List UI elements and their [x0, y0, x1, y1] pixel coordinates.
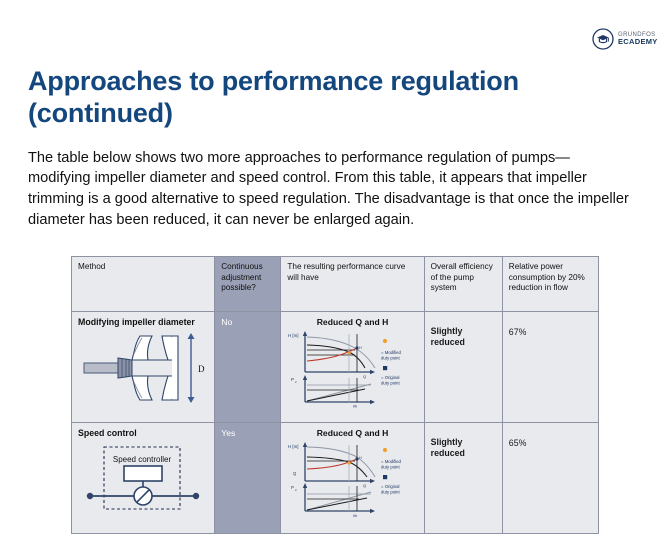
- table-row: Speed control Speed controller: [70, 422, 600, 534]
- cell-efficiency-row1: Slightly reduced: [423, 311, 503, 423]
- speed-controller-diagram: Speed controller: [78, 441, 208, 515]
- page-title: Approaches to performance regulation (co…: [28, 66, 519, 128]
- logo-line-grundfos: GRUNDFOS: [618, 32, 656, 39]
- cell-method-impeller: Modifying impeller diameter: [70, 311, 216, 423]
- svg-text:= Modified: = Modified: [381, 350, 402, 355]
- svg-text:l/h: l/h: [353, 513, 357, 518]
- grundfos-ecademy-logo: GRUNDFOS ECADEMY: [592, 28, 658, 50]
- svg-text:= Original: = Original: [381, 375, 400, 380]
- svg-text:H [m]: H [m]: [288, 333, 299, 338]
- impeller-diameter-label: D: [198, 364, 205, 374]
- curve-title: Reduced Q and H: [316, 317, 389, 327]
- efficiency-value: Slightly reduced: [430, 326, 465, 348]
- cell-power-row1: 67%: [501, 311, 600, 423]
- svg-text:Q: Q: [363, 374, 366, 379]
- svg-text:duty point: duty point: [381, 465, 400, 470]
- svg-text:H: H: [359, 456, 362, 460]
- table-row: Modifying impeller diameter: [70, 311, 600, 423]
- method-label: Speed control: [78, 428, 137, 438]
- body-paragraph: The table below shows two more approache…: [28, 149, 629, 228]
- cell-continuous-yes: Yes: [214, 422, 282, 534]
- svg-text:= Modified: = Modified: [381, 459, 402, 464]
- logo-line-ecademy: ECADEMY: [618, 37, 658, 47]
- comparison-table-wrapper: Method Continuous adjustment possible? T…: [70, 256, 600, 534]
- header-method: Method: [70, 256, 216, 312]
- svg-text:duty point: duty point: [381, 381, 400, 386]
- svg-text:Q: Q: [363, 483, 366, 488]
- header-resulting-curve: The resulting performance curve will hav…: [280, 256, 425, 312]
- comparison-table: Method Continuous adjustment possible? T…: [70, 256, 600, 534]
- svg-text:P: P: [291, 485, 294, 490]
- performance-curve-chart-impeller: H [m] Q: [287, 328, 417, 410]
- svg-text:l/h: l/h: [353, 404, 357, 409]
- header-continuous-adjustment: Continuous adjustment possible?: [214, 256, 282, 312]
- cell-efficiency-row2: Slightly reduced: [423, 422, 503, 534]
- table-header-row: Method Continuous adjustment possible? T…: [70, 256, 600, 312]
- svg-text:H [m]: H [m]: [288, 444, 299, 449]
- svg-text:2: 2: [295, 380, 297, 384]
- cell-curve-row2: Reduced Q and H H [m] Q Q: [280, 422, 425, 534]
- speed-controller-label: Speed controller: [113, 455, 172, 464]
- efficiency-value: Slightly reduced: [430, 437, 465, 459]
- svg-text:Q: Q: [293, 471, 297, 476]
- method-label: Modifying impeller diameter: [78, 317, 195, 327]
- cell-continuous-no: No: [214, 311, 282, 423]
- impeller-cross-section-diagram: D: [78, 330, 208, 404]
- svg-text:H: H: [359, 346, 362, 350]
- header-relative-power: Relative power consumption by 20% reduct…: [501, 256, 600, 312]
- cell-power-row2: 65%: [501, 422, 600, 534]
- graduation-cap-icon: [592, 28, 614, 50]
- svg-text:duty point: duty point: [381, 356, 400, 361]
- svg-text:= Original: = Original: [381, 484, 400, 489]
- curve-title: Reduced Q and H: [316, 428, 389, 438]
- power-value: 65%: [508, 438, 527, 448]
- cell-curve-row1: Reduced Q and H H [m] Q: [280, 311, 425, 423]
- header-overall-efficiency: Overall efficiency of the pump system: [423, 256, 503, 312]
- cell-method-speed-control: Speed control Speed controller: [70, 422, 216, 534]
- logo-wordmark: GRUNDFOS ECADEMY: [618, 32, 658, 46]
- performance-curve-chart-speed: H [m] Q Q: [287, 439, 417, 521]
- svg-text:P: P: [291, 377, 294, 382]
- svg-text:duty point: duty point: [381, 490, 400, 495]
- svg-text:2: 2: [295, 488, 297, 492]
- power-value: 67%: [508, 327, 527, 337]
